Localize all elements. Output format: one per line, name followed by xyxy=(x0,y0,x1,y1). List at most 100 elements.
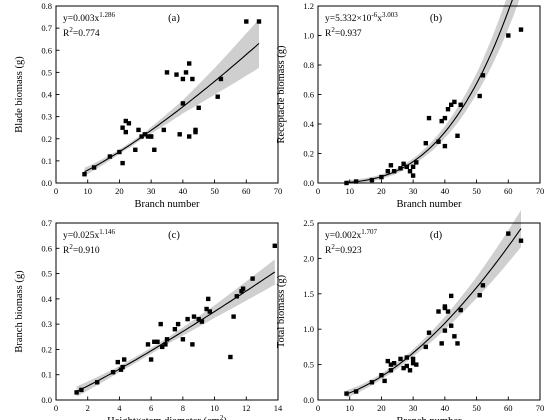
data-point xyxy=(404,363,409,369)
equation-exponent-coefficient: -6 xyxy=(371,11,377,19)
data-point xyxy=(414,362,419,367)
data-point xyxy=(458,102,463,107)
x-tick-label: 0 xyxy=(316,186,320,196)
data-point xyxy=(458,307,463,313)
data-point xyxy=(518,27,524,32)
r-squared-value: =0.937 xyxy=(335,29,362,39)
data-point xyxy=(449,293,454,299)
data-point xyxy=(353,389,359,394)
r-squared-superscript: 2 xyxy=(69,243,73,251)
x-tick-label: 60 xyxy=(504,186,513,196)
x-axis-label-superscript: 2 xyxy=(220,414,224,420)
fit-curve xyxy=(76,271,276,392)
x-tick-label: 0 xyxy=(54,186,58,196)
x-tick-label: 70 xyxy=(536,186,545,196)
y-tick-label: 1.0 xyxy=(303,324,314,334)
y-tick-label: 0.5 xyxy=(303,360,314,370)
data-point xyxy=(407,169,413,174)
x-tick-label: 12 xyxy=(242,403,251,413)
data-point xyxy=(506,33,511,38)
fit-curve xyxy=(346,228,522,395)
data-point xyxy=(161,127,166,133)
data-point xyxy=(449,323,454,328)
x-axis-label: Height×stem diameter (cm2) xyxy=(107,414,227,420)
equation-exponent: 1.707 xyxy=(361,228,377,236)
y-tick-label: 0.1 xyxy=(41,156,52,166)
data-point xyxy=(199,319,205,324)
x-tick-label: 50 xyxy=(210,186,219,196)
data-point xyxy=(160,344,165,350)
chart-panel-d: 0 10 20 30 40 50 60 70 0.0 0.5 1.0 1.5 2.0 2.5 Branch … xyxy=(276,210,544,420)
y-tick-label: 0.3 xyxy=(41,319,52,329)
x-axis-label: Branch number xyxy=(396,199,462,210)
data-point xyxy=(439,118,444,124)
data-point xyxy=(95,380,100,385)
data-point xyxy=(442,143,448,149)
data-point xyxy=(175,321,181,327)
data-point xyxy=(480,73,486,78)
data-point xyxy=(180,76,186,82)
data-point xyxy=(445,309,451,314)
x-axis-label-text: Branch number xyxy=(134,199,200,210)
r-squared-superscript: 2 xyxy=(331,243,335,251)
data-point xyxy=(388,368,394,373)
x-tick-label: 2 xyxy=(86,403,90,413)
x-tick-label: 50 xyxy=(472,186,481,196)
panel-label: (a) xyxy=(168,13,180,24)
data-point xyxy=(107,154,113,159)
x-axis-label: Branch number xyxy=(134,199,200,210)
data-point xyxy=(148,134,154,139)
data-point xyxy=(385,358,390,364)
y-tick-label: 0.4 xyxy=(41,294,52,304)
data-point xyxy=(120,160,125,166)
data-point xyxy=(385,169,390,174)
data-point xyxy=(158,321,163,327)
y-axis-label: Total biomass (g) xyxy=(276,274,287,348)
data-point xyxy=(190,342,195,347)
equation-base: y=5.332×10 xyxy=(325,14,372,24)
data-point xyxy=(120,364,125,370)
data-point xyxy=(449,102,454,107)
y-tick-label: 0.0 xyxy=(303,395,314,405)
data-point xyxy=(207,309,212,314)
data-point xyxy=(187,61,192,66)
x-axis-label-text: Height×stem diameter (cm xyxy=(107,416,220,420)
data-point xyxy=(204,306,209,312)
x-axis-label-tail: ) xyxy=(223,416,227,420)
data-point xyxy=(244,19,249,24)
data-point xyxy=(152,147,157,152)
y-axis-label: Receptacle biomass (g) xyxy=(276,45,287,143)
y-tick-label: 0.2 xyxy=(41,344,52,354)
data-point xyxy=(410,173,416,178)
fit-equation: y=0.003x1.286 xyxy=(63,11,115,24)
r-squared-symbol: R xyxy=(63,246,70,256)
data-point xyxy=(152,339,157,344)
x-tick-label: 6 xyxy=(149,403,153,413)
y-axis-label: Branch biomass (g) xyxy=(14,270,25,353)
data-point xyxy=(155,339,160,344)
data-point xyxy=(398,356,403,362)
data-point xyxy=(190,76,195,82)
data-point xyxy=(423,141,428,146)
data-point xyxy=(410,356,416,362)
data-point xyxy=(388,163,394,168)
x-tick-label: 20 xyxy=(377,403,386,413)
data-point xyxy=(215,94,220,99)
data-point xyxy=(353,179,359,184)
data-point xyxy=(145,134,151,139)
x-tick-label: 40 xyxy=(441,403,450,413)
r-squared-value: =0.923 xyxy=(335,246,362,256)
r-squared: R2=0.774 xyxy=(63,26,100,39)
equation-base: y=0.003x xyxy=(63,14,99,24)
r-squared: R2=0.910 xyxy=(63,243,100,256)
y-tick-label: 1.5 xyxy=(303,289,314,299)
confidence-band xyxy=(346,0,520,183)
x-tick-label: 0 xyxy=(316,403,320,413)
x-tick-label: 60 xyxy=(504,403,513,413)
x-tick-label: 70 xyxy=(536,403,545,413)
y-tick-label: 0.8 xyxy=(41,1,52,11)
y-tick-label: 0.8 xyxy=(303,60,314,70)
data-point xyxy=(174,72,179,77)
data-point xyxy=(480,283,486,288)
data-point xyxy=(91,165,97,170)
